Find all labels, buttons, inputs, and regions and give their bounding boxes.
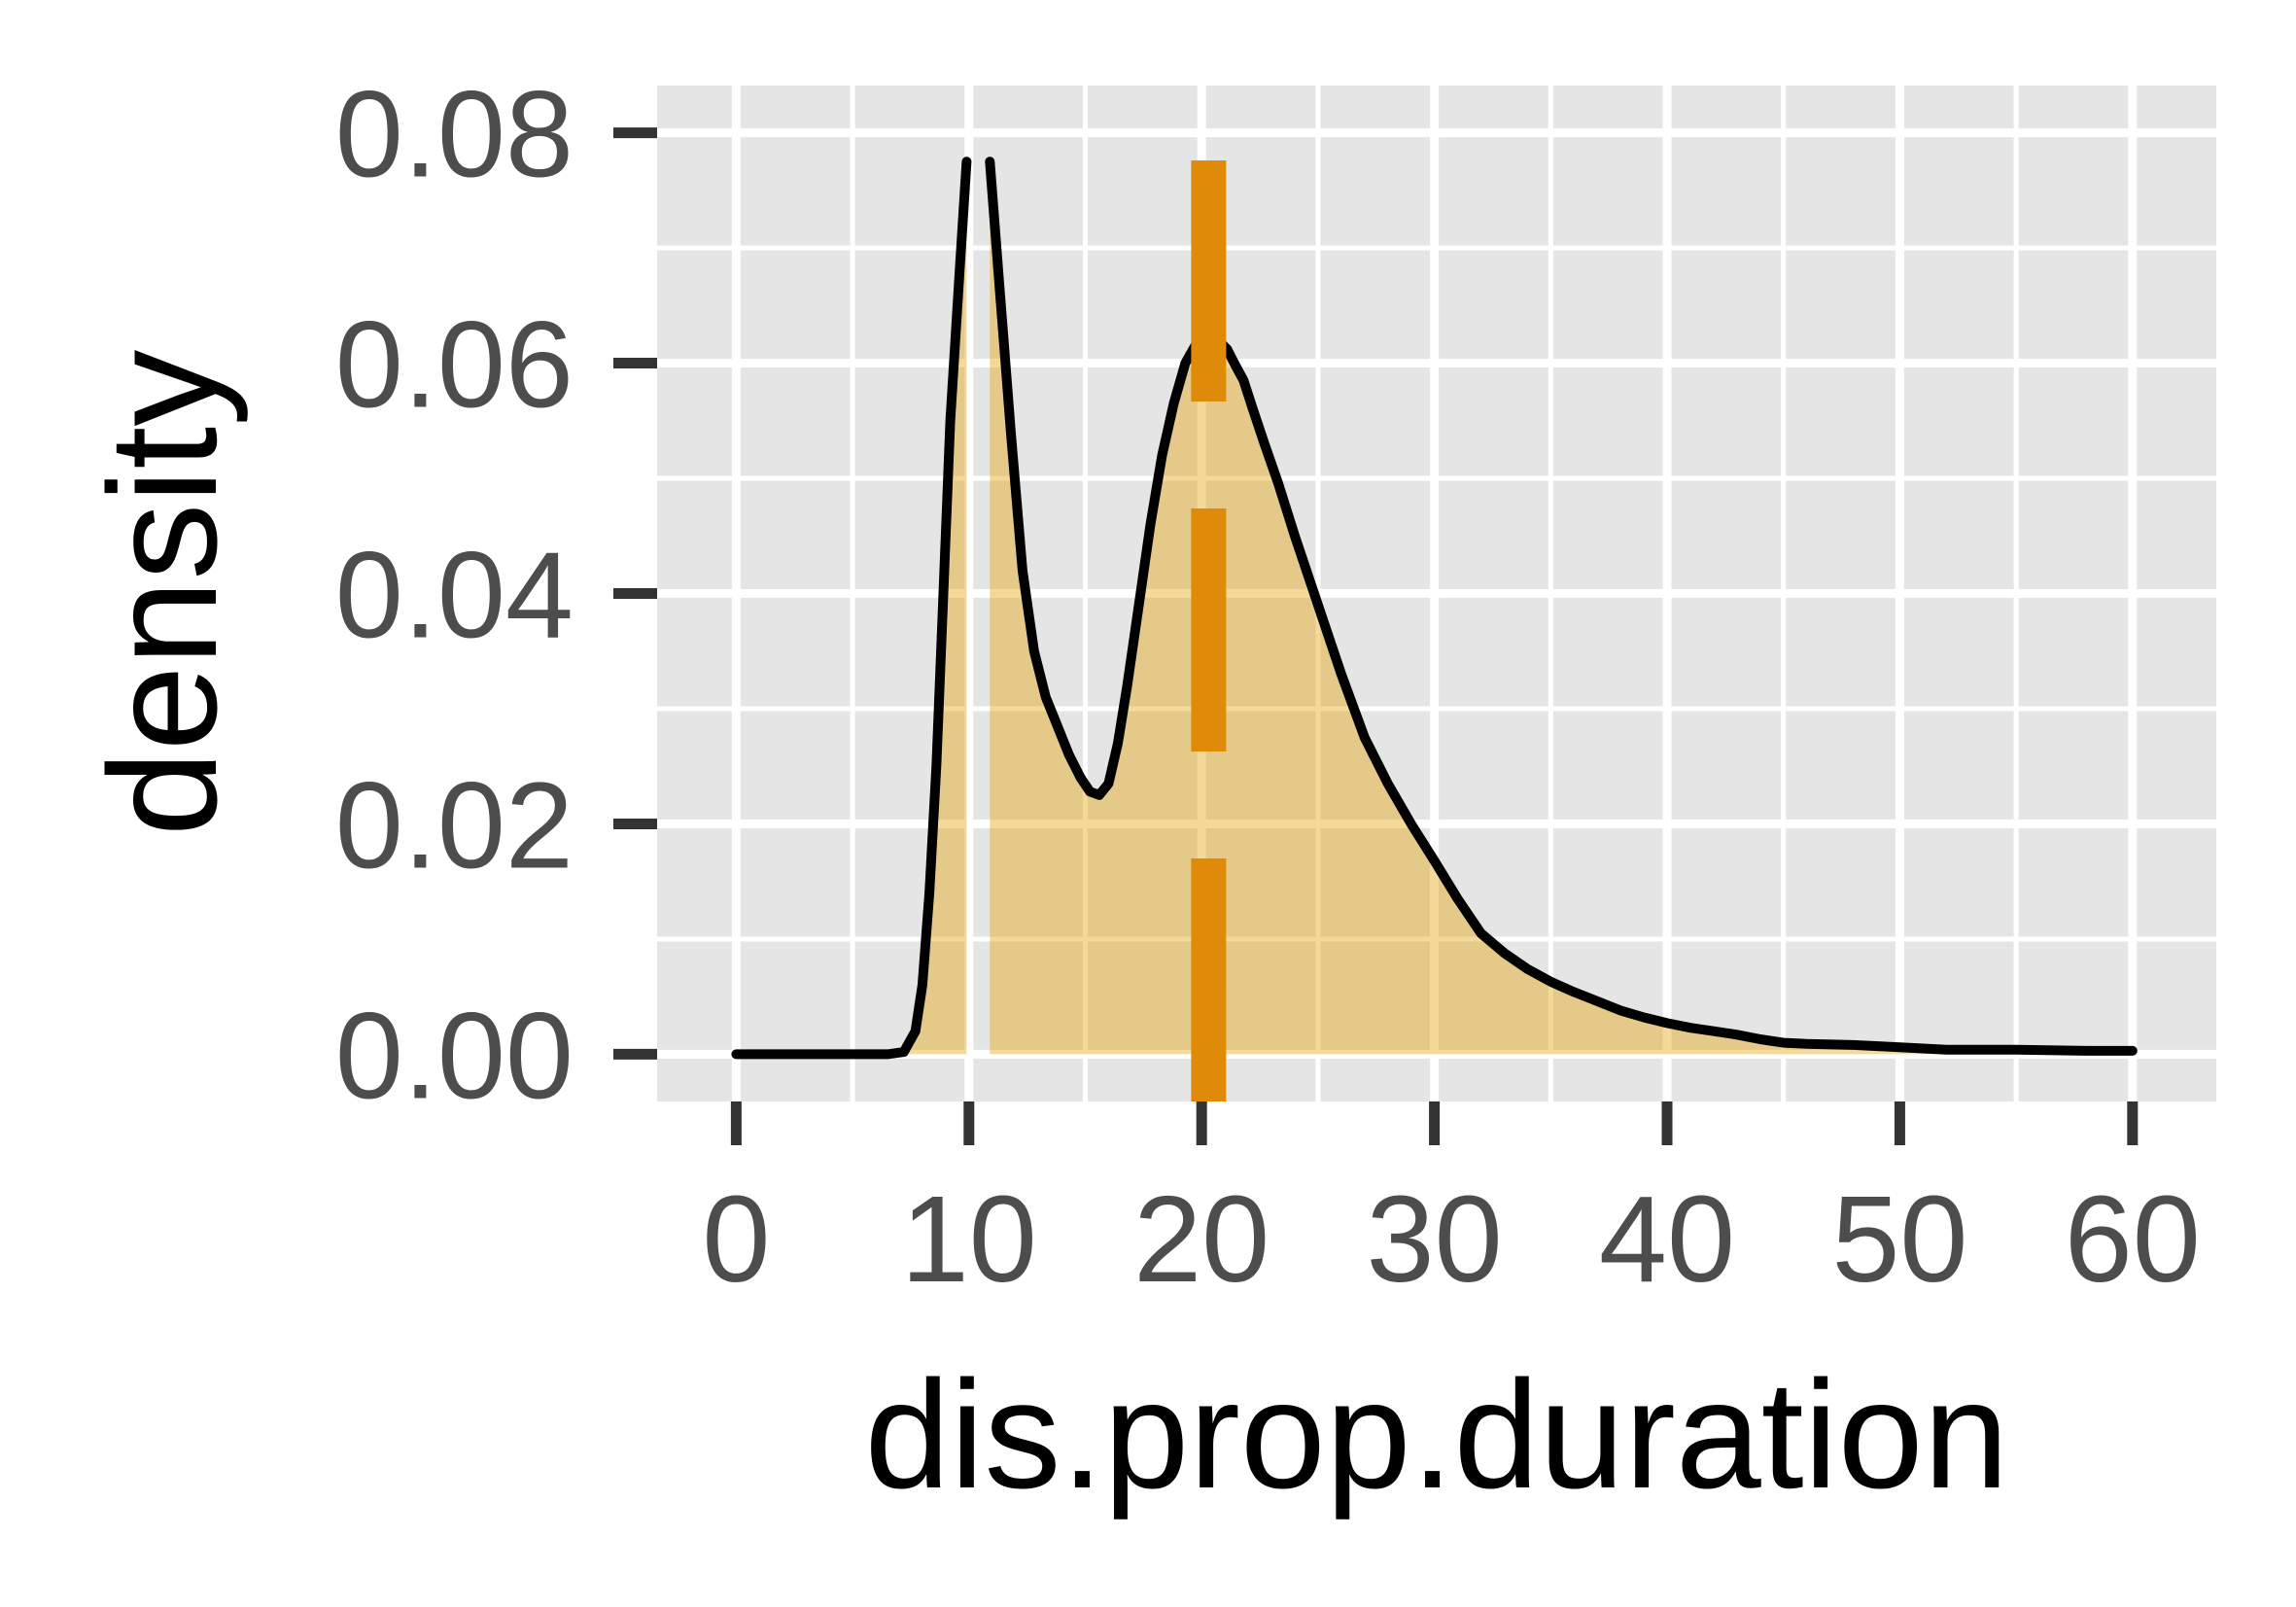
density-line-layer [731,157,2138,1060]
density-line-2 [985,157,2138,1056]
x-tick-label: 50 [1831,1170,1967,1308]
x-tick-label: 40 [1599,1170,1735,1308]
x-tick-label: 60 [2065,1170,2201,1308]
x-tick-label: 20 [1133,1170,1270,1308]
density-fill-layer [736,161,2133,1055]
y-axis-ticks: 0.00 0.02 0.04 0.06 0.08 [335,66,657,1124]
density-area-1 [736,161,967,1055]
x-tick-label: 30 [1367,1170,1503,1308]
x-tick-label: 0 [702,1170,770,1308]
x-axis-ticks: 0 10 20 30 40 50 60 [702,1101,2201,1308]
density-line-1 [731,157,972,1060]
y-axis-title: density [78,350,249,837]
y-tick-label: 0.04 [335,527,574,664]
x-axis-title: dis.prop.duration [865,1349,2009,1520]
density-area-2 [990,161,2133,1055]
y-tick-label: 0.02 [335,756,574,893]
major-grid [657,86,2216,1101]
y-tick-label: 0.08 [335,66,574,203]
y-tick-label: 0.06 [335,297,574,434]
y-tick-label: 0.00 [335,987,574,1124]
x-tick-label: 10 [901,1170,1037,1308]
